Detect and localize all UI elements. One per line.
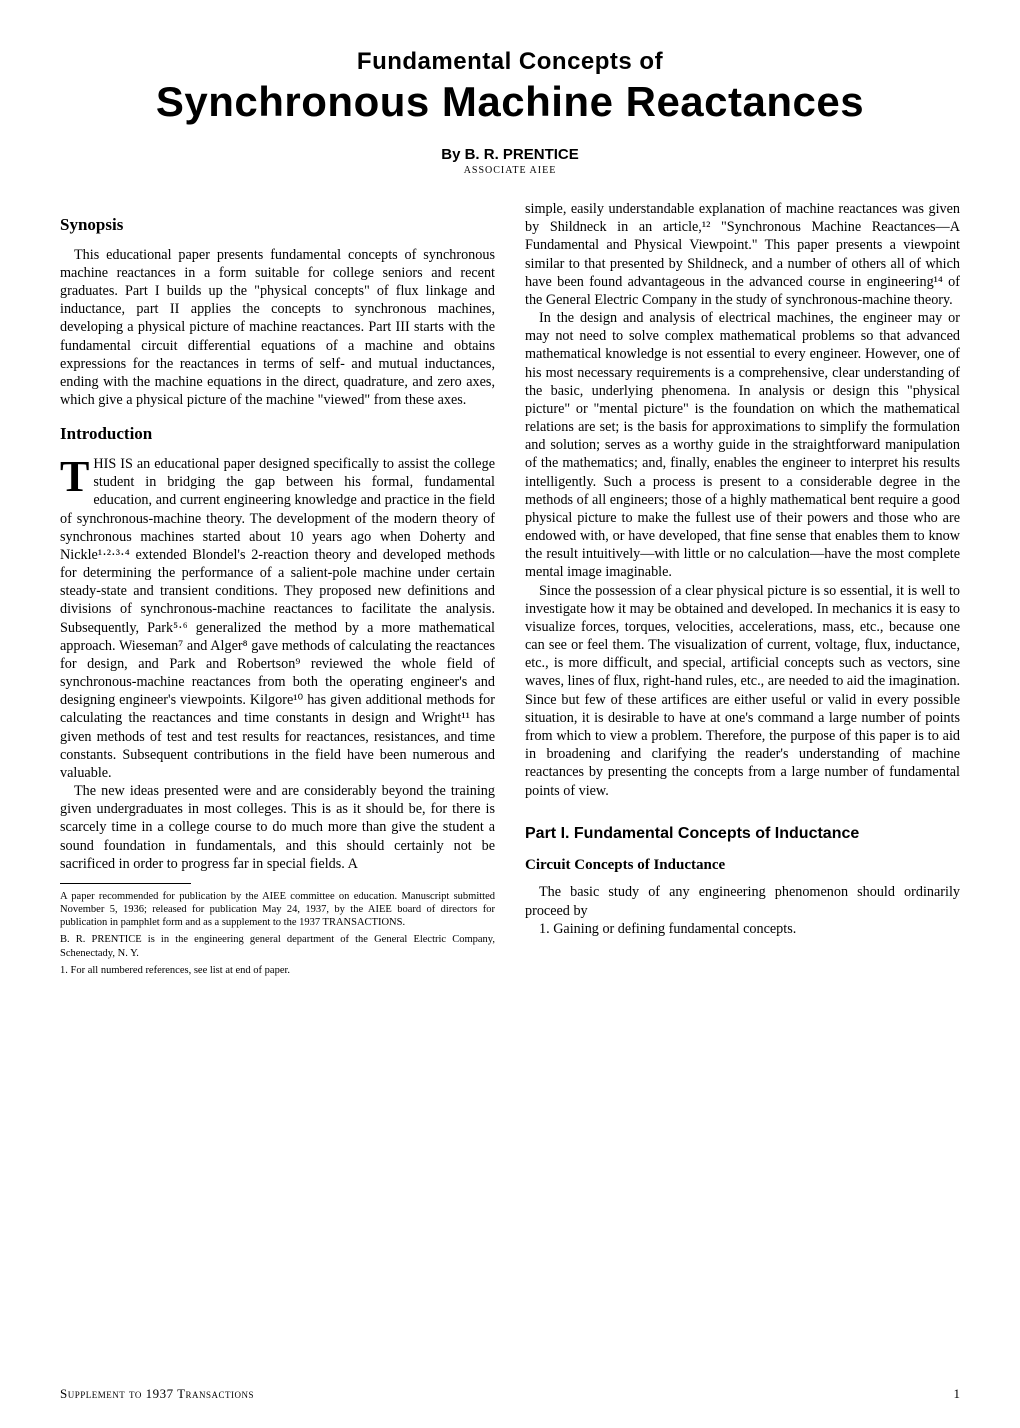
intro-paragraph-2: The new ideas presented were and are con…: [60, 782, 495, 873]
sub-heading: Circuit Concepts of Inductance: [525, 856, 960, 875]
footer-left: Supplement to 1937 Transactions: [60, 1386, 254, 1402]
list-item-1: 1. Gaining or defining fundamental conce…: [525, 920, 960, 938]
introduction-heading: Introduction: [60, 423, 495, 445]
synopsis-body: This educational paper presents fundamen…: [60, 246, 495, 410]
paper-supertitle: Fundamental Concepts of: [60, 48, 960, 76]
part-heading: Part I. Fundamental Concepts of Inductan…: [525, 824, 960, 844]
right-paragraph-4: The basic study of any engineering pheno…: [525, 883, 960, 919]
footnote-block: A paper recommended for publication by t…: [60, 890, 495, 977]
paper-title: Synchronous Machine Reactances: [60, 78, 960, 126]
right-paragraph-2: In the design and analysis of electrical…: [525, 309, 960, 582]
right-paragraph-1: simple, easily understandable explanatio…: [525, 200, 960, 309]
footnote-1: A paper recommended for publication by t…: [60, 890, 495, 929]
byline: By B. R. PRENTICE: [60, 146, 960, 163]
right-column: simple, easily understandable explanatio…: [525, 200, 960, 981]
synopsis-heading: Synopsis: [60, 214, 495, 236]
footnote-2: B. R. PRENTICE is in the engineering gen…: [60, 933, 495, 959]
right-paragraph-3: Since the possession of a clear physical…: [525, 582, 960, 800]
page-number: 1: [954, 1386, 961, 1402]
author-affiliation: ASSOCIATE AIEE: [60, 165, 960, 176]
intro-paragraph-1: THIS IS an educational paper designed sp…: [60, 455, 495, 782]
footnote-divider: [60, 883, 191, 884]
left-column: Synopsis This educational paper presents…: [60, 200, 495, 981]
footnote-3: 1. For all numbered references, see list…: [60, 964, 495, 977]
